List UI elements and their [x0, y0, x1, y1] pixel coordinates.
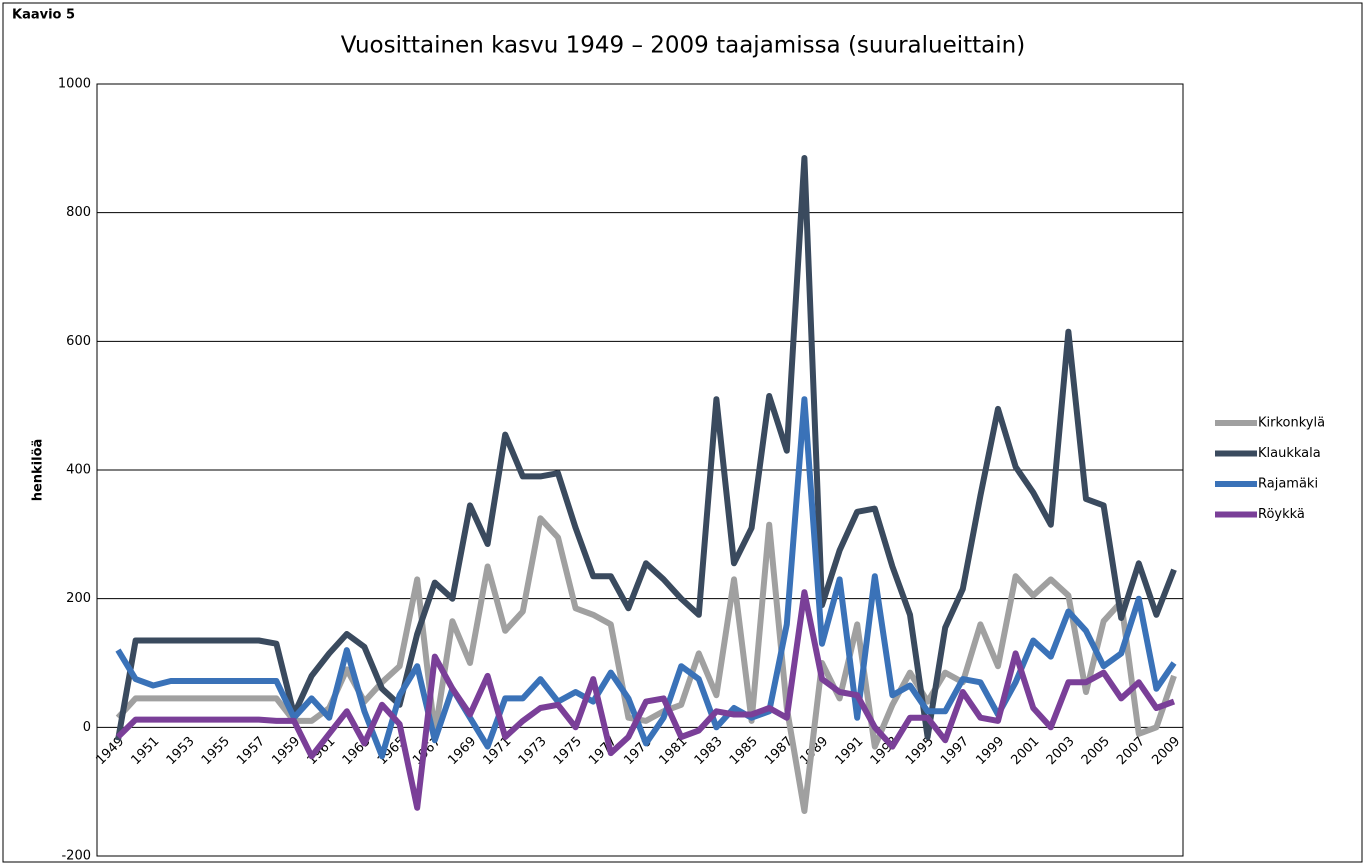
x-tick-label: 1991	[832, 734, 866, 768]
y-tick-label: 200	[66, 591, 91, 606]
x-tick-label: 2009	[1149, 734, 1183, 768]
x-tick-label: 2001	[1008, 734, 1042, 768]
series-line	[115, 589, 1176, 811]
x-tick-label: 1995	[903, 734, 937, 768]
x-tick-label: 1973	[516, 734, 550, 768]
y-tick-label: -200	[61, 849, 91, 864]
x-tick-label: 1969	[445, 734, 479, 768]
x-tick-label: 1975	[551, 734, 585, 768]
chart-label: Kaavio 5	[12, 8, 75, 23]
x-tick-label: 1957	[234, 734, 268, 768]
x-tick-label: 1951	[128, 734, 162, 768]
x-tick-label: 2003	[1044, 734, 1078, 768]
y-tick-label: 1000	[58, 77, 91, 92]
legend-label: Rajamäki	[1258, 477, 1318, 492]
y-axis-label: henkilöä	[31, 439, 46, 502]
x-tick-label: 1949	[93, 734, 127, 768]
y-tick-label: 400	[66, 463, 91, 478]
x-tick-label: 1953	[164, 734, 198, 768]
chart-title: Vuosittainen kasvu 1949 – 2009 taajamiss…	[341, 33, 1025, 59]
x-tick-label: 1981	[656, 734, 690, 768]
y-tick-label: 0	[83, 720, 91, 735]
x-tick-label: 1985	[727, 734, 761, 768]
x-tick-label: 1999	[973, 734, 1007, 768]
x-tick-label: 1959	[269, 734, 303, 768]
y-tick-label: 600	[66, 334, 91, 349]
y-tick-label: 800	[66, 205, 91, 220]
x-tick-label: 1955	[199, 734, 233, 768]
x-tick-label: 1983	[692, 734, 726, 768]
legend-label: Klaukkala	[1258, 446, 1321, 461]
x-tick-label: 2005	[1079, 734, 1113, 768]
x-tick-label: 2007	[1114, 734, 1148, 768]
legend-label: Röykkä	[1258, 507, 1305, 522]
legend-label: Kirkonkylä	[1258, 416, 1325, 431]
